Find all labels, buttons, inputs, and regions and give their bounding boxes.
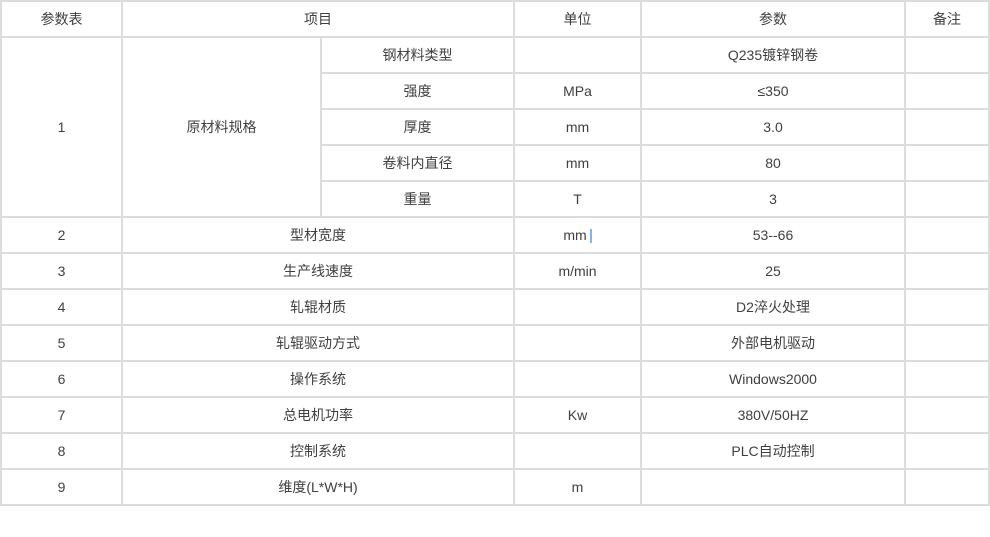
item-cell: 重量 [320,180,515,218]
unit-cell [513,432,642,470]
item-cell: 钢材料类型 [320,36,515,74]
row-index-cell: 4 [0,288,123,326]
value-cell: 80 [640,144,906,182]
unit-cell: mm [513,108,642,146]
value-cell: 53--66 [640,216,906,254]
table-row: 7 总电机功率 Kw 380V/50HZ [0,396,990,434]
row-index-cell: 2 [0,216,123,254]
table-row: 8 控制系统 PLC自动控制 [0,432,990,470]
note-cell [904,468,990,506]
table-row: 6 操作系统 Windows2000 [0,360,990,398]
column-header-note: 备注 [904,0,990,38]
value-cell [640,468,906,506]
value-cell: PLC自动控制 [640,432,906,470]
value-cell: 外部电机驱动 [640,324,906,362]
column-header-value: 参数 [640,0,906,38]
value-cell: 3 [640,180,906,218]
item-cell: 生产线速度 [121,252,515,290]
table-row: 厚度 mm 3.0 [1,108,990,146]
row-index-cell: 1 [0,36,123,218]
value-cell: D2淬火处理 [640,288,906,326]
value-cell: ≤350 [640,72,906,110]
row-index-cell: 7 [0,396,123,434]
item-cell: 强度 [320,72,515,110]
column-header-index: 参数表 [0,0,123,38]
unit-cell: MPa [513,72,642,110]
row-index-cell: 3 [0,252,123,290]
value-cell: Q235镀锌钢卷 [640,36,906,74]
note-cell [904,180,990,218]
value-cell: 380V/50HZ [640,396,906,434]
table-row: 5 轧辊驱动方式 外部电机驱动 [0,324,990,362]
note-cell [904,432,990,470]
value-cell: Windows2000 [640,360,906,398]
header-row: 参数表 项目 单位 参数 备注 [0,0,990,38]
item-cell: 总电机功率 [121,396,515,434]
table-row: 4 轧辊材质 D2淬火处理 [0,288,990,326]
column-header-unit: 单位 [513,0,642,38]
category-cell: 原材料规格 [121,36,322,218]
spec-table: 参数表 项目 单位 参数 备注 1 原材料规格 钢材料类型 Q235镀锌钢卷 强… [0,0,990,506]
item-cell: 轧辊驱动方式 [121,324,515,362]
unit-cell: T [513,180,642,218]
item-cell: 卷料内直径 [320,144,515,182]
note-cell [904,216,990,254]
row-index-cell: 6 [0,360,123,398]
item-cell: 厚度 [320,108,515,146]
unit-text: mm [563,226,587,243]
column-header-item: 项目 [121,0,515,38]
text-caret [589,229,592,244]
row-index-cell: 8 [0,432,123,470]
note-cell [904,360,990,398]
unit-cell [513,324,642,362]
note-cell [904,396,990,434]
note-cell [904,72,990,110]
unit-cell [513,360,642,398]
table-row: 卷料内直径 mm 80 [1,144,990,182]
item-cell: 轧辊材质 [121,288,515,326]
unit-cell: Kw [513,396,642,434]
item-cell: 控制系统 [121,432,515,470]
note-cell [904,324,990,362]
value-cell: 3.0 [640,108,906,146]
unit-cell: m/min [513,252,642,290]
note-cell [904,288,990,326]
unit-cell: mm [513,144,642,182]
unit-cell-editing[interactable]: mm [513,216,642,254]
note-cell [904,144,990,182]
table-row: 重量 T 3 [1,180,990,218]
table-row: 强度 MPa ≤350 [1,72,990,110]
item-cell: 操作系统 [121,360,515,398]
row-index-cell: 9 [0,468,123,506]
unit-cell [513,288,642,326]
value-cell: 25 [640,252,906,290]
table-row: 3 生产线速度 m/min 25 [0,252,990,290]
table-row: 9 维度(L*W*H) m [0,468,990,506]
unit-cell: m [513,468,642,506]
table-row: 1 原材料规格 钢材料类型 Q235镀锌钢卷 [0,36,990,218]
item-cell: 维度(L*W*H) [121,468,515,506]
unit-cell [513,36,642,74]
item-cell: 型材宽度 [121,216,515,254]
note-cell [904,36,990,74]
table-row: 2 型材宽度 mm 53--66 [0,216,990,254]
note-cell [904,108,990,146]
note-cell [904,252,990,290]
row-index-cell: 5 [0,324,123,362]
